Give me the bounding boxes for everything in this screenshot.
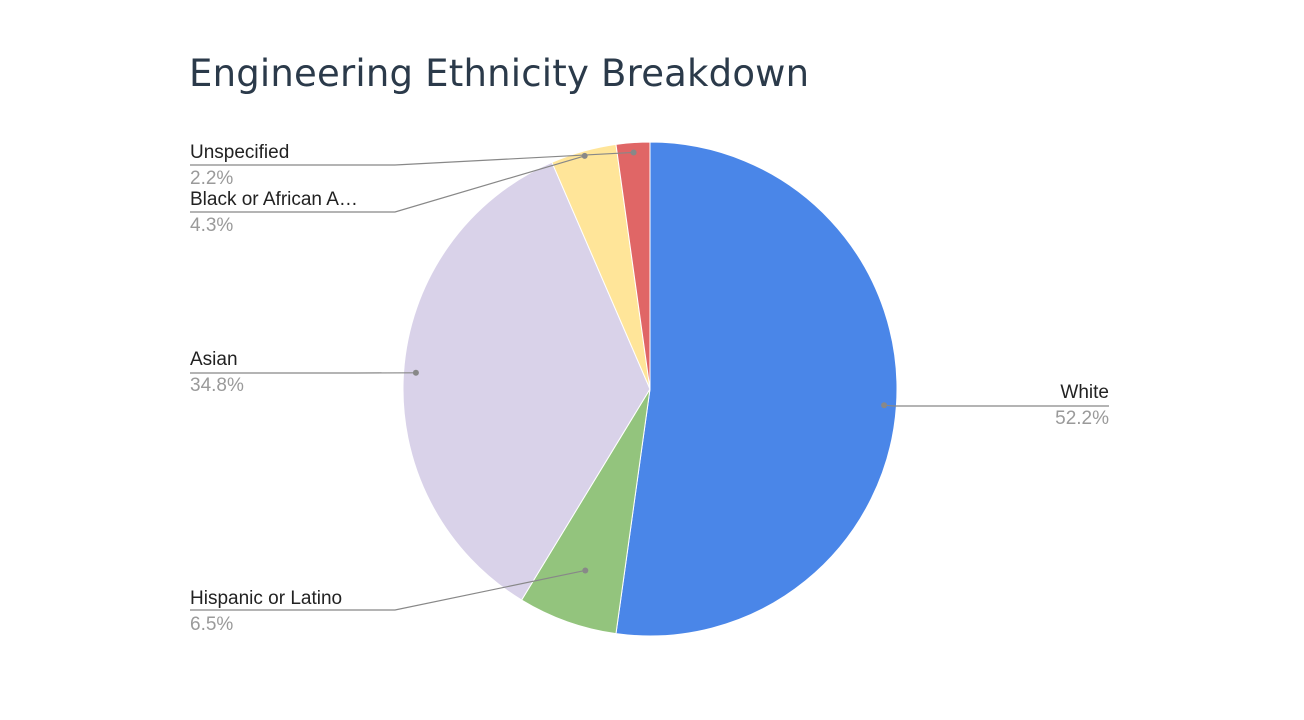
slice-label-black-or-african-a: Black or African A… <box>190 189 358 210</box>
leader-dot-asian <box>412 369 419 376</box>
slice-label-white: White <box>1060 382 1109 403</box>
pie-slice-white <box>615 141 898 637</box>
leader-dot-white <box>881 402 888 409</box>
slice-label-hispanic-or-latino: Hispanic or Latino <box>190 588 342 609</box>
leader-line-unspecified <box>190 151 634 166</box>
leader-line-black-or-african-a <box>190 155 585 213</box>
chart-title: Engineering Ethnicity Breakdown <box>189 52 810 95</box>
leader-line-hispanic-or-latino <box>190 569 586 611</box>
slice-percent-black-or-african-a: 4.3% <box>190 215 233 236</box>
slice-label-unspecified: Unspecified <box>190 142 289 163</box>
slice-percent-white: 52.2% <box>1055 408 1109 429</box>
slice-label-asian: Asian <box>190 349 238 370</box>
leader-line-white <box>884 404 1109 407</box>
leader-dot-hispanic-or-latino <box>582 567 589 574</box>
pie-slices <box>402 141 898 637</box>
pie-slice-asian <box>402 161 651 601</box>
slice-percent-hispanic-or-latino: 6.5% <box>190 614 233 635</box>
leader-dot-black-or-african-a <box>581 152 588 159</box>
leader-lines <box>190 149 1109 611</box>
slice-percent-unspecified: 2.2% <box>190 168 233 189</box>
leader-dot-unspecified <box>630 149 637 156</box>
slice-percent-asian: 34.8% <box>190 375 244 396</box>
slice-labels: White 52.2% Hispanic or Latino 6.5% Asian 34.… <box>190 142 1109 635</box>
pie-slice-unspecified <box>615 141 651 390</box>
